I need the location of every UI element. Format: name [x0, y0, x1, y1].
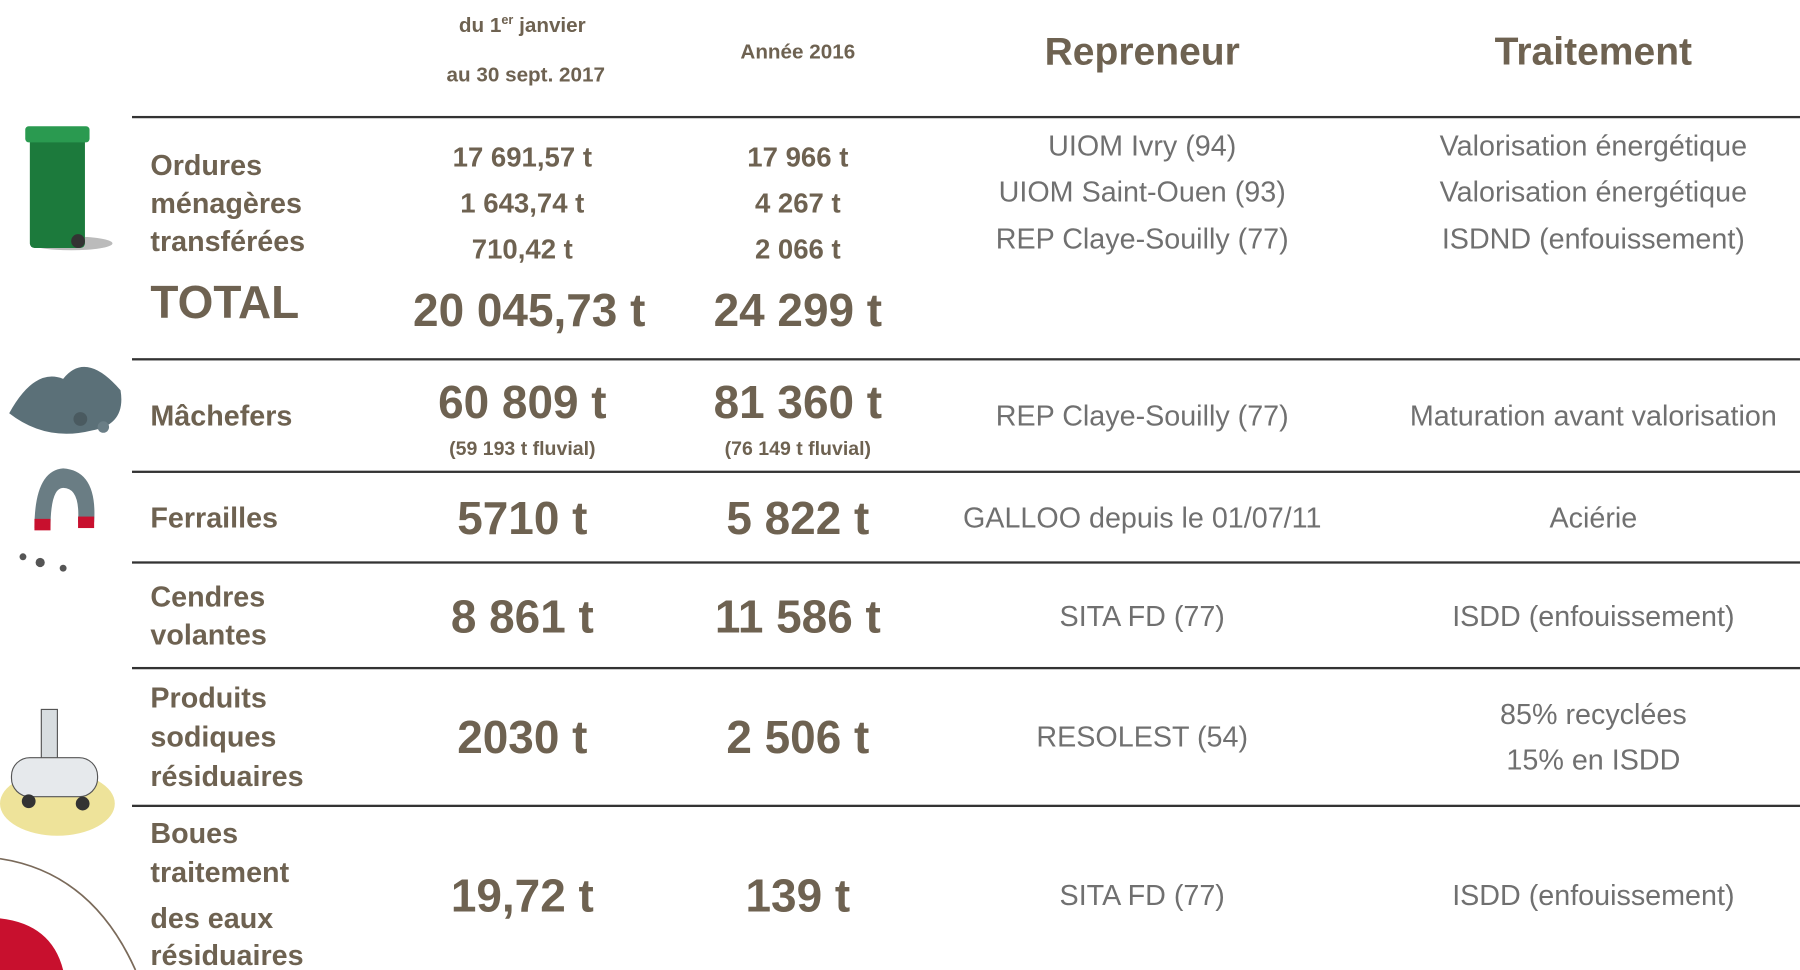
rule [132, 805, 1800, 807]
repreneur: SITA FD (77) [1060, 603, 1225, 632]
icons [0, 0, 149, 970]
header-2017-line2: au 30 sept. 2017 [446, 64, 605, 85]
bin-icon [25, 126, 112, 250]
header-2017-line1: du 1er janvier [459, 15, 586, 36]
value-2017: 8 861 t [451, 595, 594, 641]
value-2016: 4 267 t [755, 191, 841, 219]
value-2017: 1 643,74 t [460, 191, 584, 219]
row-label: Ordures [150, 152, 262, 181]
rule [132, 471, 1800, 473]
row-label: volantes [150, 622, 266, 651]
traitement: ISDD (enfouissement) [1452, 603, 1734, 632]
red-sign-icon [0, 859, 135, 970]
value-2016: 5 822 t [726, 496, 869, 542]
text: er [501, 14, 513, 28]
row-label: Ferrailles [150, 505, 278, 534]
value-2017: 5710 t [457, 496, 587, 542]
repreneur: GALLOO depuis le 01/07/11 [963, 505, 1321, 534]
row-label: transférées [150, 228, 305, 257]
header-2016: Année 2016 [740, 41, 855, 62]
traitement: Valorisation énergétique [1440, 179, 1747, 208]
repreneur: REP Claye-Souilly (77) [996, 226, 1289, 255]
repreneur: UIOM Saint-Ouen (93) [999, 179, 1286, 208]
text: janvier [519, 14, 586, 37]
rule [132, 116, 1800, 118]
repreneur: UIOM Ivry (94) [1048, 133, 1236, 162]
value-2016: 11 586 t [715, 595, 881, 641]
value-2017: 710,42 t [472, 236, 573, 264]
row-label: Cendres [150, 584, 265, 613]
value-2016: 139 t [745, 874, 850, 920]
value-2017: 60 809 t [438, 380, 606, 426]
row-label: Mâchefers [150, 402, 292, 431]
value-2017: 17 691,57 t [453, 145, 592, 173]
traitement: ISDD (enfouissement) [1452, 882, 1734, 911]
row-label: ménagères [150, 190, 302, 219]
traitement: Aciérie [1549, 505, 1637, 534]
value-2016: 17 966 t [747, 145, 848, 173]
traitement: 85% recyclées [1500, 701, 1687, 730]
total-2016: 24 299 t [714, 288, 882, 334]
rule [132, 667, 1800, 669]
traitement: ISDND (enfouissement) [1442, 226, 1745, 255]
value-2016: 2 066 t [755, 236, 841, 264]
traitement: 15% en ISDD [1506, 747, 1680, 776]
repreneur: RESOLEST (54) [1036, 724, 1248, 753]
row-label: sodiques [150, 724, 276, 753]
total-label: TOTAL [150, 280, 299, 326]
header-repreneur: Repreneur [1045, 32, 1240, 71]
text: du 1 [459, 14, 501, 37]
rocks-icon [9, 367, 121, 434]
note-2017: (59 193 t fluvial) [449, 439, 595, 459]
rule [132, 358, 1800, 360]
value-2017: 2030 t [457, 715, 587, 761]
value-2016: 81 360 t [714, 380, 882, 426]
tanker-icon [0, 709, 115, 835]
row-label: Boues [150, 820, 238, 849]
traitement: Valorisation énergétique [1440, 133, 1747, 162]
rule [132, 561, 1800, 563]
note-2016: (76 149 t fluvial) [725, 439, 871, 459]
repreneur: SITA FD (77) [1060, 882, 1225, 911]
magnet-icon [20, 468, 95, 571]
total-2017: 20 045,73 t [413, 288, 645, 334]
traitement: Maturation avant valorisation [1410, 402, 1777, 431]
row-label: résiduaires [150, 763, 303, 792]
header-traitement: Traitement [1495, 32, 1692, 71]
value-2017: 19,72 t [451, 874, 594, 920]
row-label: résiduaires [150, 942, 303, 970]
repreneur: REP Claye-Souilly (77) [996, 402, 1289, 431]
value-2016: 2 506 t [726, 715, 869, 761]
row-label: Produits [150, 685, 266, 714]
row-label: traitement [150, 859, 289, 888]
row-label: des eaux [150, 905, 273, 934]
slide: du 1er janvier au 30 sept. 2017 Année 201… [0, 0, 1800, 970]
